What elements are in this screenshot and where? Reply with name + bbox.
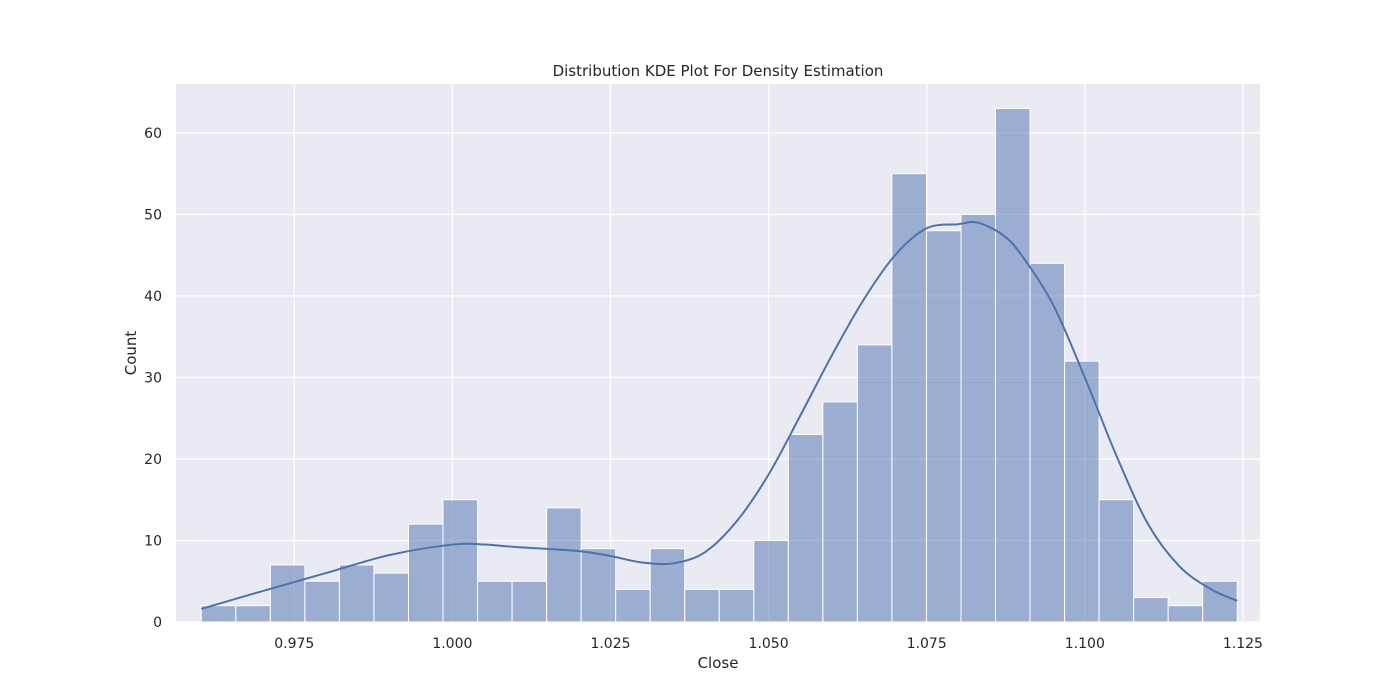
- histogram-bar: [1167, 605, 1204, 623]
- x-tick-label: 0.975: [274, 636, 314, 652]
- histogram-bar: [1029, 262, 1066, 623]
- histogram-bar: [235, 605, 271, 623]
- y-tick-label: 30: [144, 370, 162, 386]
- x-tick-label: 1.000: [432, 636, 472, 652]
- histogram-bar: [718, 588, 755, 623]
- histogram-bar: [960, 213, 997, 623]
- histogram-bar: [1098, 499, 1135, 623]
- histogram-bar: [1133, 597, 1169, 623]
- x-tick-labels: 0.975 1.000 1.025 1.050 1.075 1.100 1.125: [274, 636, 1263, 652]
- x-tick-label: 1.025: [590, 636, 630, 652]
- x-axis-label: Close: [698, 654, 739, 672]
- histogram-bar: [546, 507, 582, 623]
- y-axis-label: Count: [122, 331, 140, 376]
- histogram-bar: [615, 588, 651, 623]
- histogram-bar: [407, 523, 444, 623]
- y-tick-label: 50: [144, 207, 162, 223]
- y-tick-label: 0: [153, 615, 162, 631]
- chart-title: Distribution KDE Plot For Density Estima…: [553, 62, 884, 80]
- y-tick-labels: 0 10 20 30 40 50 60: [144, 126, 162, 631]
- histogram-bar: [269, 564, 306, 623]
- histogram-bar: [1064, 360, 1100, 623]
- y-tick-label: 10: [144, 533, 162, 549]
- histogram-bar: [442, 499, 479, 623]
- histogram-bar: [995, 107, 1031, 623]
- histogram-bar: [822, 401, 858, 623]
- histogram-bar: [580, 548, 617, 623]
- histogram-bar: [1202, 580, 1238, 623]
- x-tick-label: 1.050: [749, 636, 789, 652]
- y-tick-label: 60: [144, 126, 162, 142]
- y-tick-label: 40: [144, 289, 162, 305]
- histogram-bar: [511, 580, 548, 623]
- histogram-bar: [684, 588, 720, 623]
- histogram-bars: [200, 107, 1238, 623]
- histogram-bar: [373, 572, 409, 623]
- histogram-bar: [787, 434, 824, 623]
- x-tick-label: 1.075: [907, 636, 947, 652]
- x-tick-label: 1.100: [1065, 636, 1105, 652]
- histogram-bar: [338, 564, 375, 623]
- histogram-bar: [856, 344, 893, 623]
- histogram-bar: [477, 580, 513, 623]
- y-tick-label: 20: [144, 452, 162, 468]
- x-tick-label: 1.125: [1223, 636, 1263, 652]
- histogram-bar: [304, 580, 340, 623]
- histogram-bar: [649, 548, 686, 623]
- histogram-bar: [925, 230, 962, 623]
- histogram-bar: [753, 539, 789, 623]
- kde-curve: [201, 220, 1238, 610]
